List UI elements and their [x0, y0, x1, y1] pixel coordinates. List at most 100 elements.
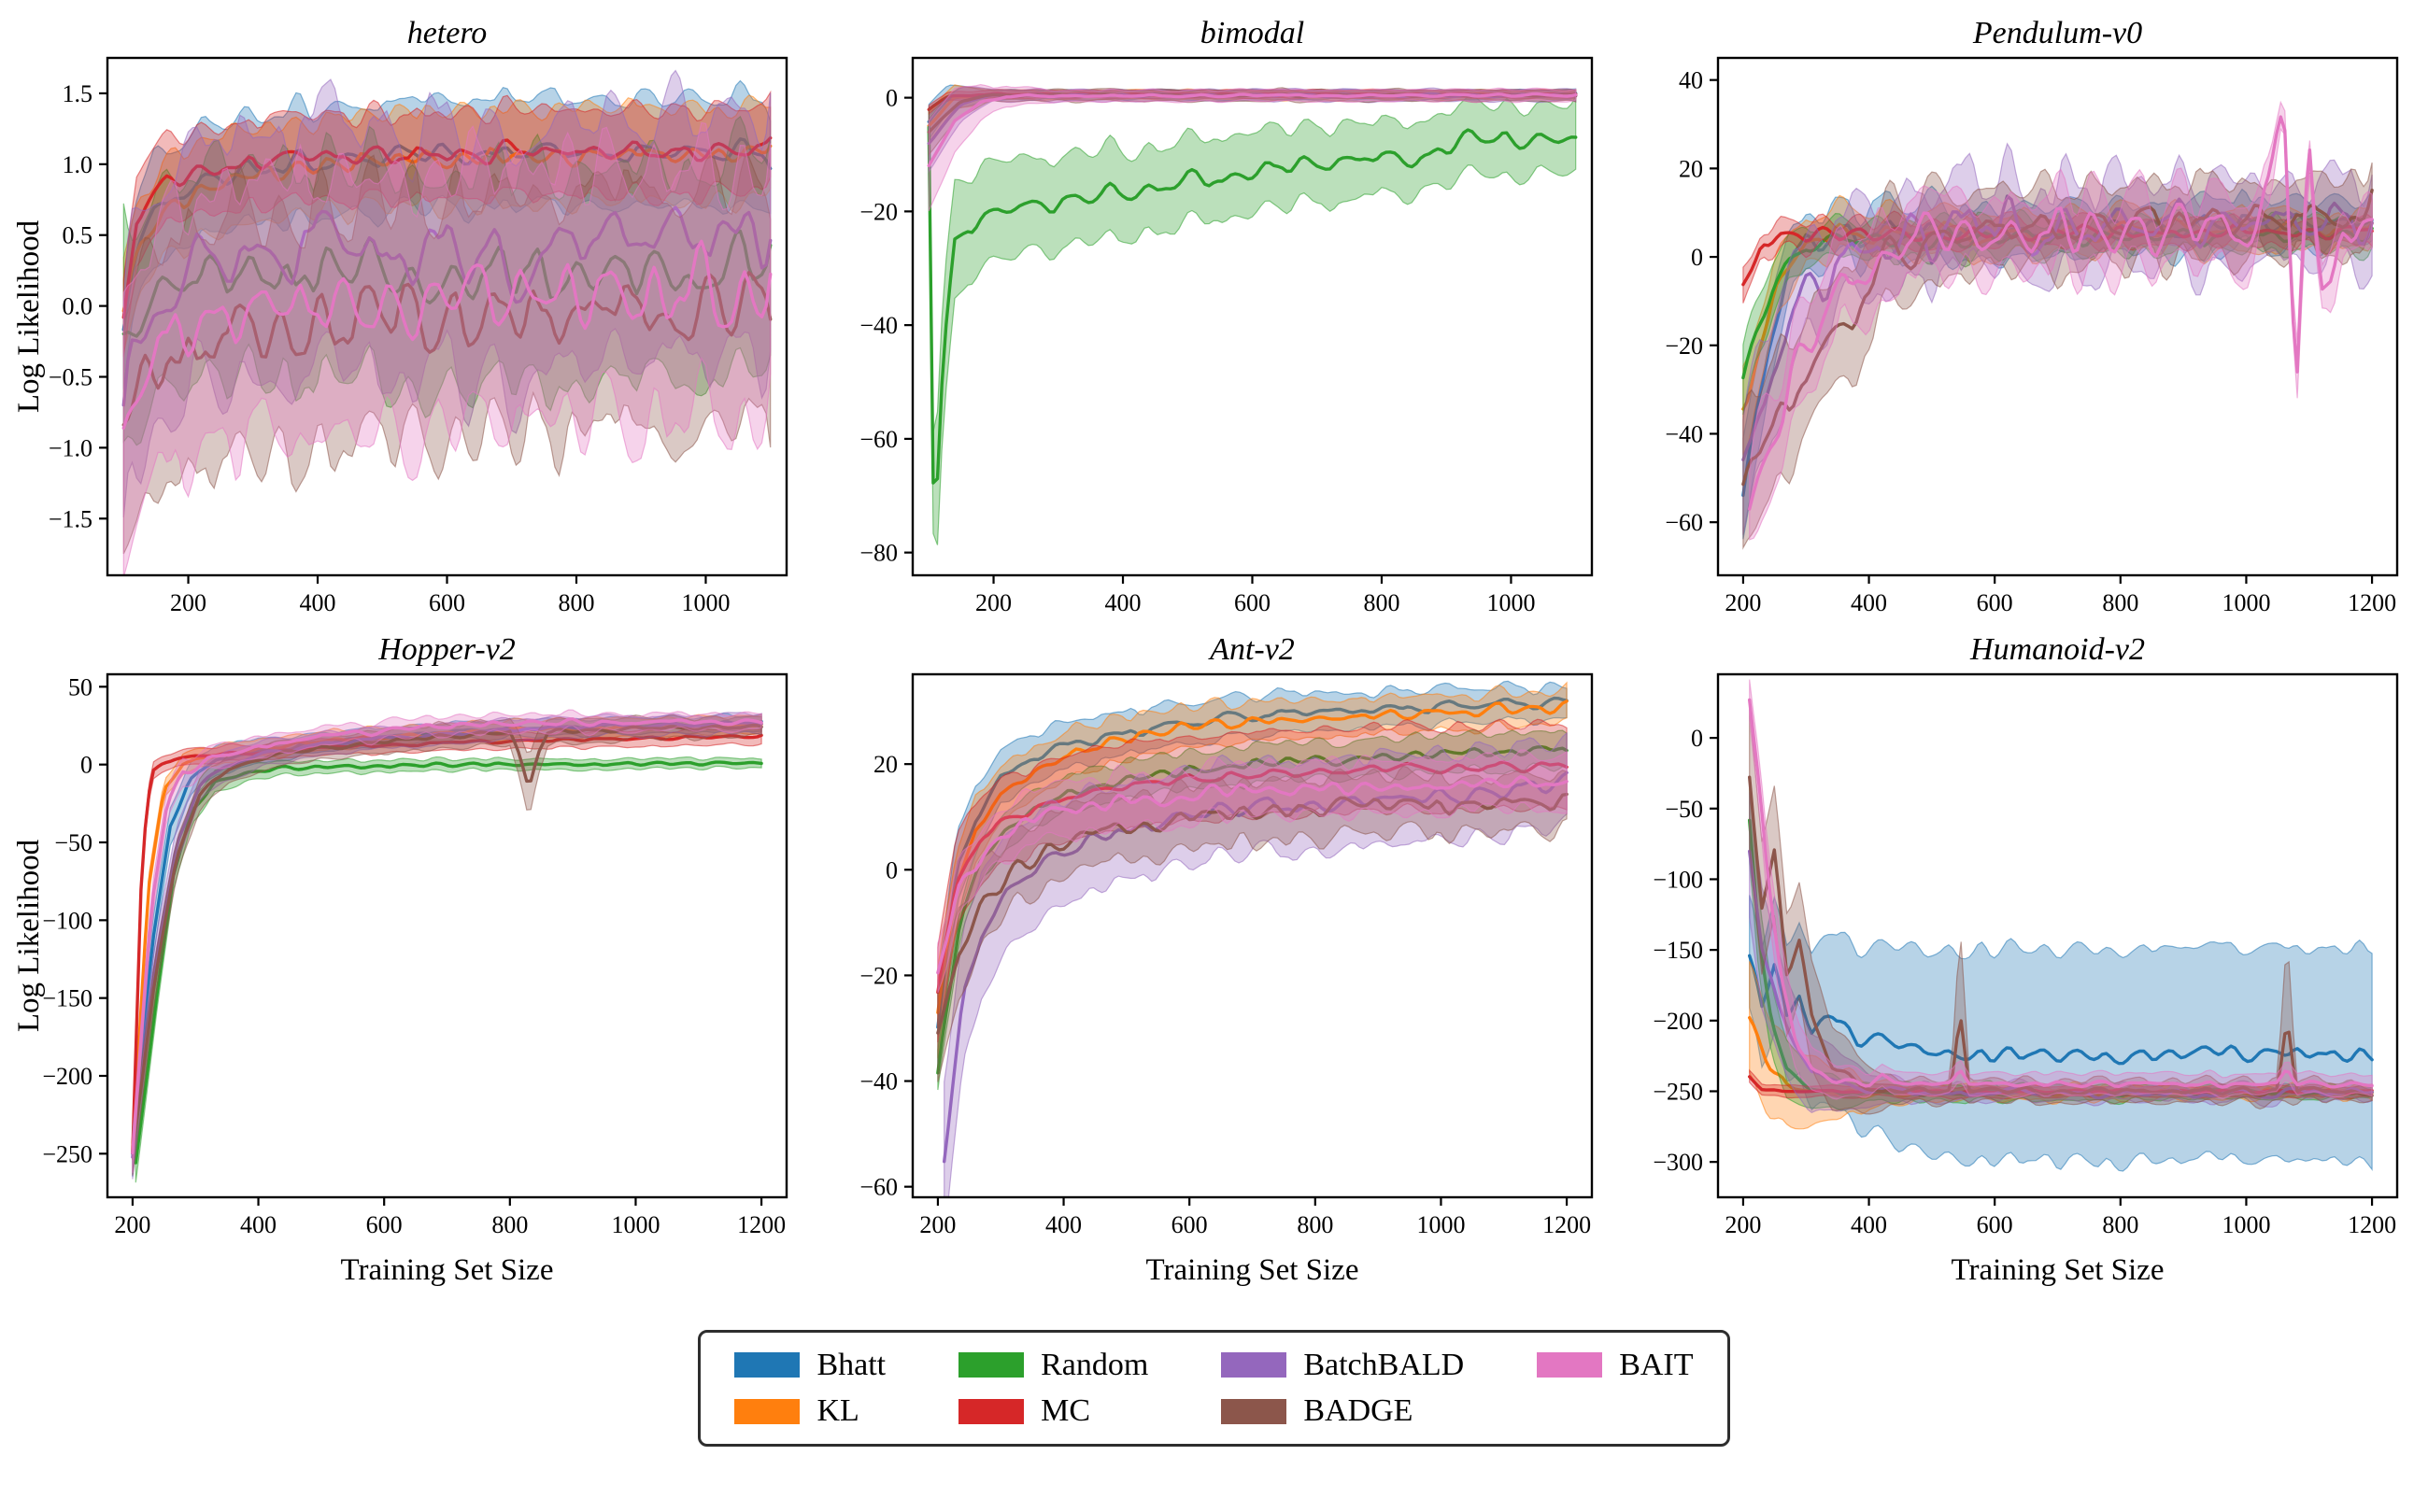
svg-text:Hopper-v2: Hopper-v2 — [377, 632, 516, 667]
svg-text:0: 0 — [80, 752, 92, 779]
legend-swatch-bhatt — [734, 1352, 801, 1378]
legend-swatch-mc — [958, 1398, 1025, 1424]
svg-text:400: 400 — [1045, 1211, 1082, 1238]
legend-label-mc: MC — [1041, 1393, 1091, 1429]
svg-text:Log Likelihood: Log Likelihood — [14, 219, 46, 413]
svg-text:20: 20 — [873, 751, 898, 778]
legend-label-random: Random — [1041, 1348, 1149, 1382]
legend-swatch-kl — [734, 1398, 801, 1424]
legend-item-bait: BAIT — [1537, 1348, 1694, 1382]
svg-text:−60: −60 — [1665, 509, 1703, 536]
ant-chart: 200 400 600 800 1000 1200200−20−40−60Ant-v2Tr… — [859, 632, 1594, 1287]
svg-text:−50: −50 — [54, 829, 92, 856]
svg-text:1200: 1200 — [737, 1211, 786, 1238]
svg-text:400: 400 — [240, 1211, 277, 1238]
panel-bimodal: 200 400 600 800 1000 0 −20 −40 −60 −80 bimodal — [812, 13, 1617, 629]
svg-text:0: 0 — [1691, 244, 1703, 271]
svg-text:1000: 1000 — [2222, 1211, 2270, 1238]
bimodal-chart: 200 400 600 800 1000 0 −20 −40 −60 −80 bimodal — [859, 16, 1594, 616]
legend-grid: Bhatt KL Random MC BatchBALD BADGE — [734, 1348, 1694, 1429]
legend-label-bait: BAIT — [1619, 1348, 1694, 1382]
svg-text:1000: 1000 — [1416, 1211, 1465, 1238]
pendulum-chart: 200 400 600 800 1000 120040200−20−40−60Pendul… — [1665, 16, 2399, 616]
svg-text:0: 0 — [886, 85, 898, 112]
svg-text:200: 200 — [1725, 1211, 1761, 1238]
svg-text:1200: 1200 — [2348, 589, 2396, 616]
legend-swatch-random — [958, 1352, 1025, 1378]
legend-label-kl: KL — [816, 1393, 859, 1429]
svg-text:1000: 1000 — [2222, 589, 2270, 616]
panel-humanoid: 200 400 600 800 1000 1200 0 −50 −100 −150 −200 −250… — [1617, 629, 2422, 1302]
legend-swatch-bait — [1537, 1352, 1603, 1378]
svg-text:−1.0: −1.0 — [49, 434, 92, 461]
svg-text:−300: −300 — [1653, 1149, 1703, 1176]
svg-text:1.0: 1.0 — [63, 151, 93, 178]
svg-text:200: 200 — [114, 1211, 150, 1238]
legend-item-kl: KL — [734, 1393, 886, 1428]
svg-text:800: 800 — [1297, 1211, 1333, 1238]
svg-text:−20: −20 — [859, 962, 898, 989]
svg-text:200: 200 — [919, 1211, 956, 1238]
svg-text:Training Set Size: Training Set Size — [1952, 1253, 2165, 1287]
svg-text:1200: 1200 — [1542, 1211, 1591, 1238]
svg-text:−150: −150 — [42, 985, 92, 1012]
svg-text:600: 600 — [429, 589, 465, 616]
panel-pendulum: 200 400 600 800 1000 1200 40 20 0 −20 −40 −60 Pendul… — [1617, 13, 2422, 629]
svg-text:800: 800 — [558, 589, 594, 616]
legend: Bhatt KL Random MC BatchBALD BADGE — [698, 1330, 1730, 1447]
svg-text:600: 600 — [1977, 1211, 2013, 1238]
svg-text:−1.5: −1.5 — [49, 505, 92, 532]
svg-text:−40: −40 — [859, 312, 898, 339]
svg-text:400: 400 — [300, 589, 336, 616]
svg-text:−20: −20 — [859, 198, 898, 225]
svg-text:400: 400 — [1105, 589, 1142, 616]
svg-text:−250: −250 — [42, 1140, 92, 1167]
svg-text:hetero: hetero — [407, 16, 488, 50]
svg-text:1000: 1000 — [681, 589, 730, 616]
svg-text:−200: −200 — [1653, 1008, 1703, 1035]
svg-text:800: 800 — [2102, 589, 2138, 616]
legend-label-bhatt: Bhatt — [816, 1348, 887, 1382]
svg-text:0.5: 0.5 — [63, 222, 93, 249]
svg-text:400: 400 — [1851, 589, 1887, 616]
svg-text:1200: 1200 — [2348, 1211, 2396, 1238]
svg-text:600: 600 — [1234, 589, 1271, 616]
legend-label-batchbald: BatchBALD — [1303, 1348, 1465, 1382]
svg-text:0: 0 — [1691, 725, 1703, 752]
hetero-chart: 200 400 600 800 1000 −1.5 −1.0 −0.5 0.0 0.5 1.0 1.5… — [14, 16, 788, 616]
svg-text:−0.5: −0.5 — [49, 364, 92, 391]
svg-text:1.5: 1.5 — [63, 80, 93, 107]
svg-text:800: 800 — [1363, 589, 1399, 616]
svg-text:600: 600 — [366, 1211, 403, 1238]
svg-text:50: 50 — [68, 673, 92, 700]
panel-hopper: 200 400 600 800 1000 1200 50 0 −50 −100 −150 −200 −2… — [7, 629, 812, 1302]
panel-ant: 200 400 600 800 1000 1200 20 0 −20 −40 −60 Ant-v2 Tr… — [812, 629, 1617, 1302]
svg-text:−150: −150 — [1653, 937, 1703, 964]
svg-text:Log Likelihood: Log Likelihood — [14, 839, 46, 1032]
humanoid-chart: 200 400 600 800 1000 1200 0 −50 −100 −150 −200 −250… — [1653, 632, 2399, 1287]
svg-text:Ant-v2: Ant-v2 — [1208, 632, 1295, 667]
svg-text:−40: −40 — [1665, 420, 1703, 447]
svg-text:−80: −80 — [859, 540, 898, 567]
legend-item-bhatt: Bhatt — [734, 1348, 886, 1382]
svg-text:bimodal: bimodal — [1200, 16, 1304, 50]
svg-text:−50: −50 — [1665, 796, 1703, 823]
svg-text:−100: −100 — [1653, 866, 1703, 893]
legend-item-batchbald: BatchBALD — [1221, 1348, 1464, 1382]
svg-text:400: 400 — [1851, 1211, 1887, 1238]
chart-grid: 200 400 600 800 1000 −1.5 −1.0 −0.5 0.0 0.5 1.0 1.5… — [6, 13, 2422, 1302]
legend-item-mc: MC — [958, 1393, 1148, 1428]
svg-text:Pendulum-v0: Pendulum-v0 — [1972, 16, 2142, 50]
svg-text:200: 200 — [170, 589, 206, 616]
svg-text:Training Set Size: Training Set Size — [341, 1253, 554, 1287]
svg-text:200: 200 — [1725, 589, 1761, 616]
svg-text:Humanoid-v2: Humanoid-v2 — [1969, 632, 2145, 667]
svg-text:0: 0 — [886, 856, 898, 883]
legend-swatch-batchbald — [1221, 1352, 1287, 1378]
legend-item-random: Random — [958, 1348, 1148, 1382]
legend-label-badge: BADGE — [1303, 1393, 1413, 1429]
svg-text:−20: −20 — [1665, 332, 1703, 360]
svg-text:−60: −60 — [859, 426, 898, 453]
svg-text:Training Set Size: Training Set Size — [1146, 1253, 1359, 1287]
svg-text:−100: −100 — [42, 907, 92, 934]
